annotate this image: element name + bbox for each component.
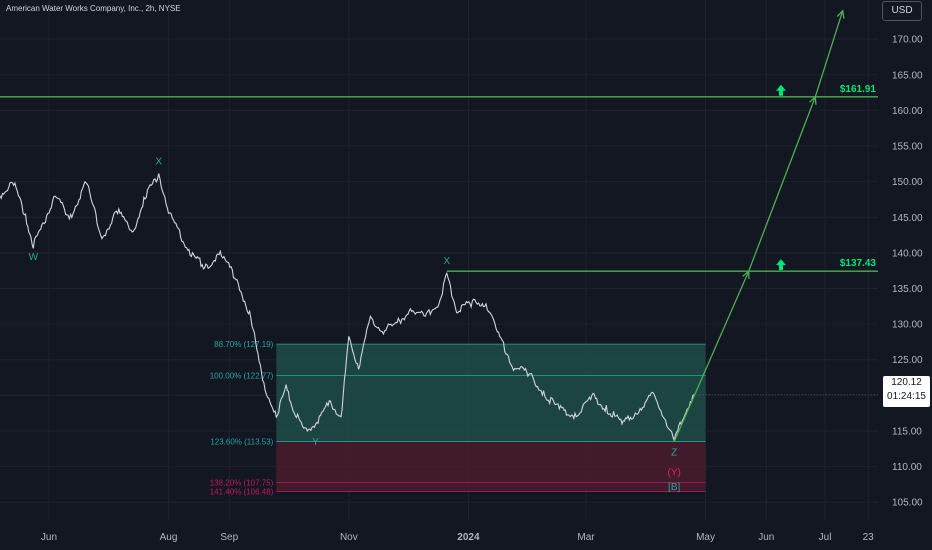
up-arrow-icon — [776, 84, 786, 96]
y-axis-tick-label: 105.00 — [892, 498, 923, 509]
symbol-title: American Water Works Company, Inc., 2h, … — [6, 4, 181, 13]
x-axis-tick-label: Mar — [577, 532, 595, 543]
wave-label: Y — [312, 437, 319, 448]
y-axis-tick-label: 115.00 — [892, 426, 922, 437]
fib-level-label: 138.20% (107.75) — [210, 479, 274, 488]
x-axis-tick-label: Jul — [819, 532, 832, 543]
last-price-value: 120.12 — [891, 377, 922, 388]
target-level-label: $161.91 — [840, 84, 877, 95]
x-axis-tick-label: Jun — [41, 532, 57, 543]
y-axis-tick-label: 150.00 — [892, 177, 923, 188]
price-series-line — [0, 173, 695, 443]
target-level-label: $137.43 — [840, 258, 877, 269]
y-axis-tick-label: 165.00 — [892, 70, 923, 81]
bar-countdown: 01:24:15 — [887, 391, 926, 402]
x-axis-tick-label: Sep — [220, 532, 238, 543]
y-axis-tick-label: 125.00 — [892, 355, 923, 366]
wave-label: (Y) — [668, 468, 681, 479]
x-axis-tick-label: May — [696, 532, 715, 543]
y-axis-tick-label: 135.00 — [892, 284, 923, 295]
projection-arrowhead — [836, 9, 845, 19]
y-axis-tick-label: 170.00 — [892, 35, 923, 46]
x-axis-tick-label: Jun — [758, 532, 774, 543]
currency-button[interactable]: USD — [882, 1, 922, 21]
fib-level-label: 88.70% (127.19) — [214, 340, 273, 349]
y-axis-tick-label: 130.00 — [892, 320, 923, 331]
fib-zone — [276, 344, 706, 442]
last-price-label: 120.12 01:24:15 — [883, 376, 930, 407]
x-axis-tick-label: 2024 — [457, 532, 480, 543]
up-arrow-icon — [776, 259, 786, 271]
projection-arrowhead — [809, 95, 817, 105]
x-axis-tick-label: Nov — [340, 532, 358, 543]
y-axis-tick-label: 160.00 — [892, 106, 923, 117]
y-axis-tick-label: 110.00 — [892, 462, 922, 473]
fib-zone — [276, 441, 706, 492]
fib-level-label: 141.40% (106.48) — [210, 488, 274, 497]
y-axis-tick-label: 140.00 — [892, 248, 923, 259]
projection-arrowhead — [742, 269, 750, 280]
x-axis-tick-label: Aug — [160, 532, 178, 543]
x-axis-tick-label: 23 — [863, 532, 875, 543]
wave-label: Z — [671, 448, 677, 459]
wave-label: W — [29, 252, 39, 263]
fib-level-label: 123.60% (113.53) — [210, 437, 273, 446]
fib-level-label: 100.00% (122.77) — [210, 372, 274, 381]
wave-label: X — [155, 157, 162, 168]
wave-label: X — [444, 256, 451, 267]
y-axis-tick-label: 155.00 — [892, 142, 923, 153]
y-axis-tick-label: 145.00 — [892, 213, 923, 224]
wave-label: [B] — [668, 482, 680, 493]
projection-line — [673, 10, 844, 442]
